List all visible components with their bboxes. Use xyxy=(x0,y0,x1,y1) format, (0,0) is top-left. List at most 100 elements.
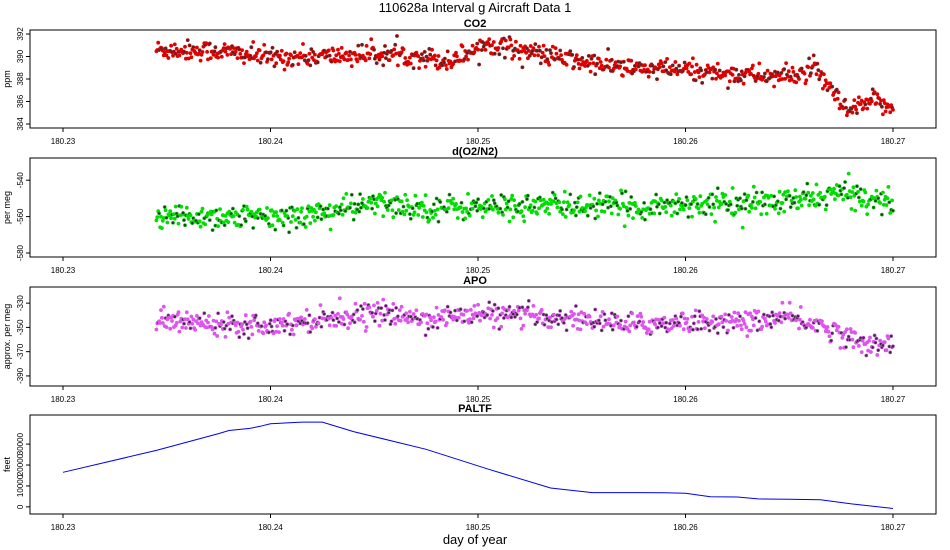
data-point xyxy=(507,304,512,309)
data-point xyxy=(687,206,692,211)
data-point xyxy=(867,338,871,343)
data-point xyxy=(693,78,698,83)
data-point xyxy=(873,340,878,345)
data-point xyxy=(567,203,572,207)
data-point xyxy=(618,323,623,327)
data-point xyxy=(183,223,187,228)
data-point xyxy=(488,316,493,321)
data-point xyxy=(599,63,604,68)
data-point xyxy=(184,50,189,55)
data-point xyxy=(508,207,513,212)
data-point xyxy=(592,53,597,58)
data-point xyxy=(811,197,816,202)
data-point xyxy=(503,38,508,43)
data-point xyxy=(839,192,844,197)
data-point xyxy=(305,321,310,326)
data-point xyxy=(238,52,243,56)
data-point xyxy=(768,322,773,326)
y-tick-label: 390 xyxy=(16,49,25,63)
data-point xyxy=(165,220,170,225)
data-point xyxy=(473,204,478,209)
data-point xyxy=(469,320,474,325)
data-point xyxy=(574,304,578,308)
data-point xyxy=(413,193,418,198)
data-point xyxy=(730,186,735,190)
data-point xyxy=(380,54,385,59)
data-point xyxy=(786,189,790,194)
data-point xyxy=(506,45,511,50)
figure-title: 110628a Interval g Aircraft Data 1 xyxy=(379,0,572,15)
data-point xyxy=(684,195,689,200)
data-point xyxy=(456,315,461,320)
data-point xyxy=(635,314,640,319)
data-point xyxy=(745,334,750,339)
data-point xyxy=(207,41,212,46)
data-point xyxy=(168,326,173,331)
data-point xyxy=(381,214,386,219)
x-tick-label: 180.27 xyxy=(881,395,906,404)
data-point xyxy=(668,72,673,77)
data-point xyxy=(496,306,501,311)
data-point xyxy=(714,76,718,81)
data-point xyxy=(537,316,541,321)
data-point xyxy=(574,213,578,218)
data-point xyxy=(742,192,747,197)
data-point xyxy=(859,98,864,103)
data-point xyxy=(475,314,480,319)
data-point xyxy=(524,50,529,55)
data-point xyxy=(368,52,373,57)
data-point xyxy=(585,59,589,63)
data-point xyxy=(846,171,851,176)
data-point xyxy=(162,205,167,209)
data-point xyxy=(625,208,630,213)
data-point xyxy=(279,208,284,213)
data-point xyxy=(719,314,724,319)
data-point xyxy=(195,321,200,326)
data-point xyxy=(271,213,276,218)
data-point xyxy=(280,323,285,328)
data-point xyxy=(299,315,304,320)
data-point xyxy=(585,322,589,327)
data-point xyxy=(872,333,877,338)
data-point xyxy=(312,218,317,223)
data-point xyxy=(742,321,747,326)
data-point xyxy=(885,196,890,201)
data-point xyxy=(843,97,848,102)
data-point xyxy=(537,206,541,211)
data-point xyxy=(439,315,444,319)
data-point xyxy=(554,317,559,322)
data-point xyxy=(876,196,881,201)
data-point xyxy=(562,316,567,321)
data-point xyxy=(564,62,569,67)
data-point xyxy=(743,206,748,211)
data-point xyxy=(303,54,308,58)
data-point xyxy=(329,59,334,64)
data-point xyxy=(583,209,588,214)
data-point xyxy=(705,202,710,207)
data-point xyxy=(259,324,264,329)
data-point xyxy=(451,196,456,201)
data-point xyxy=(686,215,691,219)
data-point xyxy=(246,336,251,341)
data-point xyxy=(196,212,201,217)
data-point xyxy=(891,344,895,349)
data-point xyxy=(282,328,287,333)
data-point xyxy=(663,204,668,209)
data-point xyxy=(335,316,340,321)
data-point xyxy=(379,306,384,311)
data-point xyxy=(426,326,431,331)
data-point xyxy=(560,207,564,212)
data-point xyxy=(641,320,646,324)
data-point xyxy=(630,311,635,316)
data-point xyxy=(569,309,574,314)
data-point xyxy=(389,319,394,324)
data-point xyxy=(416,54,421,59)
data-point xyxy=(656,202,661,207)
data-point xyxy=(212,49,217,54)
data-point xyxy=(706,195,711,200)
data-point xyxy=(286,216,291,220)
data-point xyxy=(672,69,677,74)
data-point xyxy=(362,301,367,306)
data-point xyxy=(570,53,575,57)
x-tick-label: 180.27 xyxy=(881,266,906,275)
